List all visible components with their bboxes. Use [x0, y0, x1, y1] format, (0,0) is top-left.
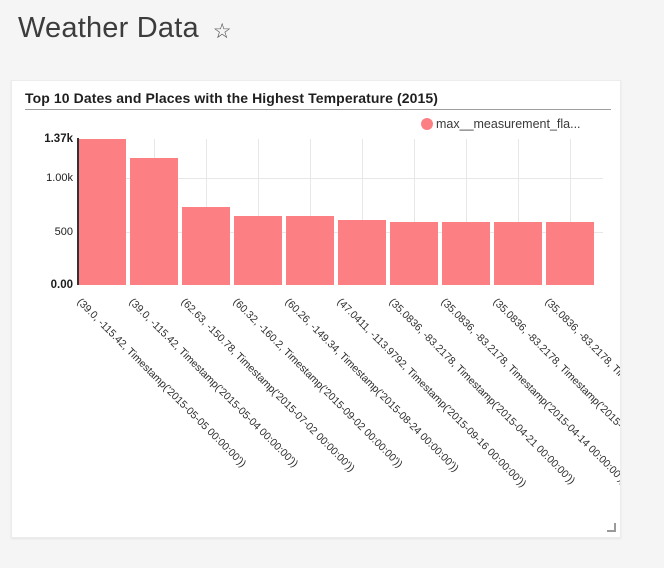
title-divider: [25, 109, 611, 110]
x-gridline: [362, 139, 363, 285]
x-tick-label: (47.0411, -113.9792, Timestamp('2015-09-…: [334, 296, 529, 490]
x-gridline: [518, 139, 519, 285]
x-gridline: [414, 139, 415, 285]
y-tick-label: 1.00k: [46, 172, 73, 185]
resize-handle-icon[interactable]: [607, 523, 616, 532]
x-tick-label: (60.26, -149.34, Timestamp('2015-08-24 0…: [282, 296, 461, 475]
y-axis-line: [77, 138, 79, 285]
y-tick-label: 0.00: [50, 279, 73, 291]
page-title: Weather Data: [18, 12, 199, 44]
x-gridline: [570, 139, 571, 285]
legend-label: max__measurement_fla...: [436, 117, 581, 131]
x-tick-label: (35.0836, -83.2178, Timestamp('2015-04-2…: [386, 296, 578, 487]
bar[interactable]: [78, 139, 126, 285]
bar-chart: 0.00 500 1.00k 1.37k (39.0, -115.42, Timesta…: [12, 81, 620, 537]
star-icon[interactable]: ☆: [212, 20, 232, 43]
x-gridline: [466, 139, 467, 285]
y-gridline: [77, 178, 603, 180]
bar[interactable]: [286, 216, 334, 285]
y-tick-label: 500: [54, 225, 73, 238]
bar[interactable]: [234, 215, 282, 285]
bar[interactable]: [442, 221, 490, 285]
x-gridline: [258, 139, 259, 285]
legend-dot-icon: [421, 118, 433, 130]
bar[interactable]: [546, 221, 594, 285]
page-header: Weather Data ☆: [18, 12, 232, 45]
x-tick-label: (62.63, -150.78, Timestamp('2015-07-02 0…: [178, 296, 357, 475]
y-tick-label: 1.37k: [44, 133, 73, 145]
chart-card: Top 10 Dates and Places with the Highest…: [11, 80, 621, 538]
bar[interactable]: [182, 207, 230, 285]
bar[interactable]: [390, 221, 438, 285]
bar[interactable]: [494, 221, 542, 285]
bar[interactable]: [338, 219, 386, 285]
legend-item[interactable]: max__measurement_fla...: [421, 117, 581, 131]
x-gridline: [310, 139, 311, 285]
chart-title: Top 10 Dates and Places with the Highest…: [25, 90, 439, 106]
bar[interactable]: [130, 158, 178, 285]
